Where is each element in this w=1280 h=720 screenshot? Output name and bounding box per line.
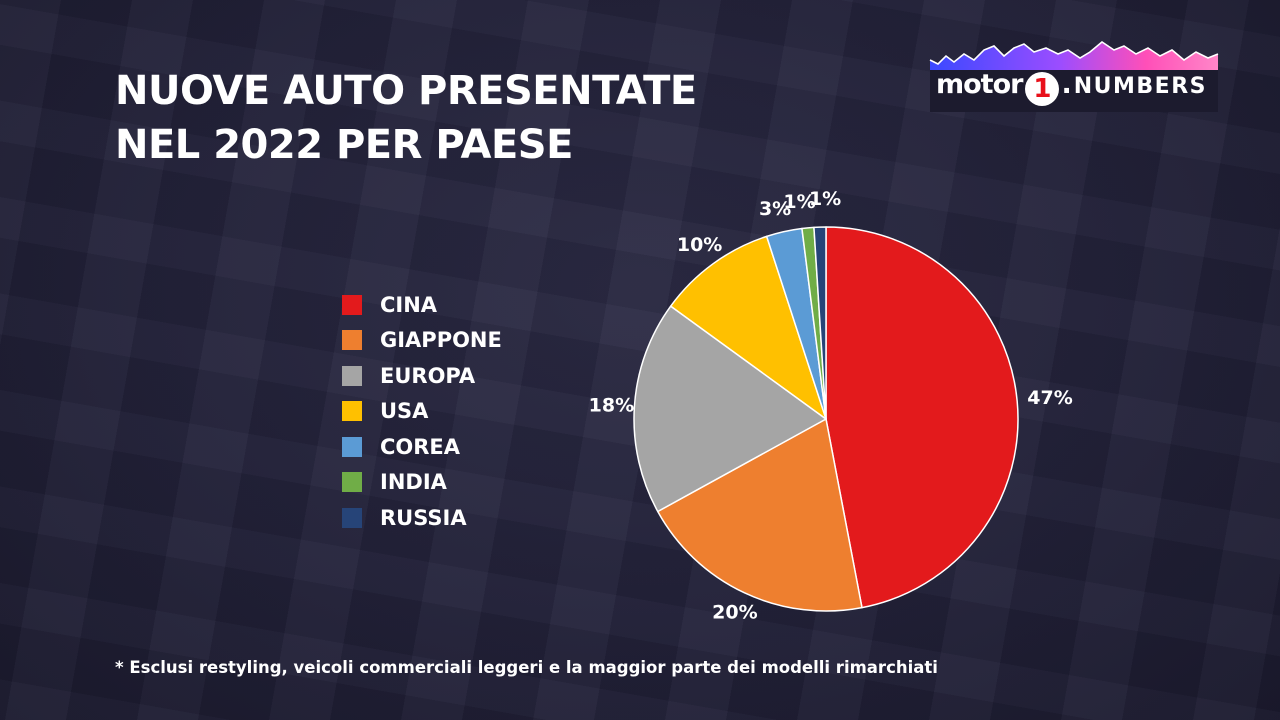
mountain-skyline-icon [929, 41, 1219, 112]
legend-swatch [342, 436, 362, 457]
legend-item-corea: COREA [342, 429, 502, 465]
footnote: * Esclusi restyling, veicoli commerciali… [115, 658, 938, 677]
pie-label-india: 1% [783, 191, 815, 213]
pie-label-corea: 3% [759, 198, 791, 220]
pie-label-giappone: 20% [712, 602, 757, 624]
page-title: NUOVE AUTO PRESENTATE NEL 2022 PER PAESE [115, 64, 697, 172]
legend-swatch [342, 401, 362, 422]
pie-slice-europa [633, 305, 827, 513]
motor1-numbers-logo: motor 1 . NUMBERS [928, 34, 1220, 114]
pie-slice-usa [669, 235, 827, 420]
pie-label-europa: 18% [589, 395, 634, 417]
pie-label-usa: 10% [677, 234, 722, 256]
legend-label: RUSSIA [380, 505, 467, 530]
legend-label: CINA [380, 292, 438, 317]
legend-label: INDIA [380, 470, 447, 495]
pie-label-cina: 47% [1027, 387, 1072, 409]
title-line-2: NEL 2022 PER PAESE [115, 122, 573, 168]
logo-brand: motor [936, 69, 1023, 100]
legend-item-russia: RUSSIA [342, 500, 502, 536]
legend-swatch [342, 330, 362, 351]
logo-brand-dot: . [1061, 69, 1072, 100]
legend-item-giappone: GIAPPONE [342, 323, 502, 359]
logo-brand-number: 1 [1025, 72, 1060, 106]
chart-legend: CINA GIAPPONE EUROPA USA COREA INDIA RUSSIA [342, 287, 502, 536]
legend-label: USA [380, 399, 429, 424]
legend-swatch [342, 507, 362, 528]
legend-item-europa: EUROPA [342, 358, 502, 394]
legend-swatch [342, 472, 362, 493]
legend-item-usa: USA [342, 394, 502, 430]
logo-wordmark: motor 1 . NUMBERS [936, 68, 1207, 108]
legend-label: GIAPPONE [380, 328, 502, 353]
logo-suffix: NUMBERS [1073, 74, 1207, 99]
legend-label: EUROPA [380, 363, 476, 388]
pie-slice-russia [813, 226, 827, 420]
pie-slice-cina [825, 226, 1019, 609]
legend-label: COREA [380, 434, 461, 459]
pie-slice-giappone [657, 418, 863, 612]
legend-swatch [342, 294, 362, 315]
pie-label-russia: 1% [809, 188, 841, 210]
legend-swatch [342, 365, 362, 386]
title-line-1: NUOVE AUTO PRESENTATE [115, 68, 697, 114]
legend-item-india: INDIA [342, 465, 502, 501]
legend-item-cina: CINA [342, 287, 502, 323]
